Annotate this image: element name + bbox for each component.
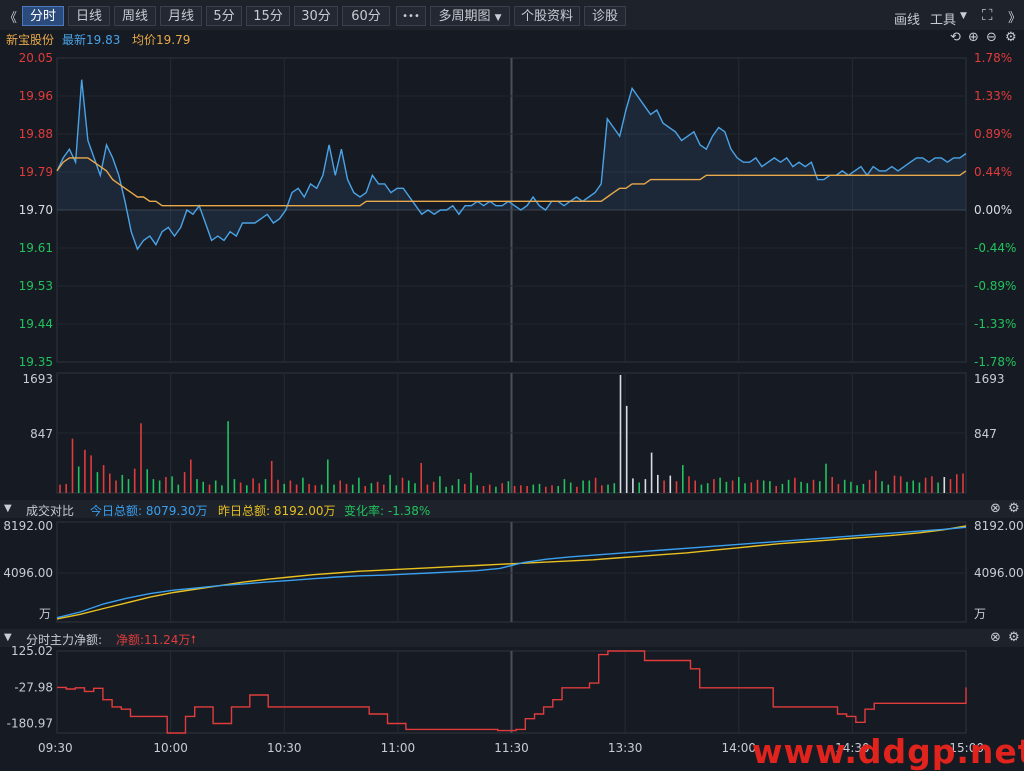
time-tick-label: 09:30 — [38, 741, 73, 755]
collapse-triangle-icon[interactable]: ▼ — [4, 503, 12, 514]
gear-icon[interactable]: ⚙ — [1008, 630, 1020, 645]
expand-icon[interactable]: 》 — [1008, 11, 1022, 26]
time-tick-label: 14:00 — [721, 741, 756, 755]
compare-tick-label: 8192.00 — [974, 519, 1024, 533]
tab-30min[interactable]: 30分 — [294, 6, 338, 26]
close-icon[interactable]: ⊗ — [990, 630, 1001, 645]
gear-icon[interactable]: ⚙ — [1005, 30, 1017, 45]
time-tick-label: 10:30 — [267, 741, 302, 755]
reset-icon[interactable]: ⟲ — [950, 30, 961, 45]
stock-name: 新宝股份 — [6, 33, 55, 47]
collapse-icon[interactable]: 《 — [4, 11, 18, 26]
price-line-area — [57, 79, 966, 250]
tab-daily[interactable]: 日线 — [68, 6, 110, 26]
today-total: 今日总额: 8079.30万 — [90, 504, 208, 518]
compare-tick-label: 4096.00 — [3, 566, 53, 580]
time-tick-label: 14:30 — [835, 741, 870, 755]
zoom-out-icon[interactable]: ⊖ — [986, 30, 997, 45]
time-tick-label: 13:30 — [608, 741, 643, 755]
tab-15min[interactable]: 15分 — [246, 6, 290, 26]
multi-period-label: 多周期图 — [438, 9, 491, 24]
pct-tick-label: -0.44% — [974, 241, 1016, 255]
compare-tick-label: 8192.00 — [3, 519, 53, 533]
price-tick-label: 19.70 — [19, 203, 53, 217]
price-tick-label: 19.61 — [19, 241, 53, 255]
latest-price: 最新19.83 — [62, 33, 121, 47]
watermark: www.ddgp.net — [752, 732, 1024, 771]
volume-compare-header: ▼ 成交对比 今日总额: 8079.30万 昨日总额: 8192.00万 变化率… — [0, 500, 1024, 518]
price-tick-label: 19.44 — [19, 317, 53, 331]
today-total-line — [56, 526, 967, 619]
pct-tick-label: 0.44% — [974, 165, 1012, 179]
tab-5min[interactable]: 5分 — [206, 6, 242, 26]
volume-tick-label: 1693 — [22, 372, 53, 386]
average-price: 均价19.79 — [132, 33, 191, 47]
diagnose-button[interactable]: 诊股 — [584, 6, 626, 26]
prev-total: 昨日总额: 8192.00万 — [218, 504, 336, 518]
time-tick-label: 11:30 — [494, 741, 529, 755]
tab-intraday[interactable]: 分时 — [22, 6, 64, 26]
pct-tick-label: 1.33% — [974, 89, 1012, 103]
price-tick-label: 19.96 — [19, 89, 53, 103]
more-button[interactable]: ••• — [396, 6, 426, 26]
price-tick-label: 19.79 — [19, 165, 53, 179]
price-tick-label: 20.05 — [19, 51, 53, 65]
tab-monthly[interactable]: 月线 — [160, 6, 202, 26]
net-flow-header: ▼ 分时主力净额: 净额:11.24万 🠕 ⊗ ⚙ — [0, 629, 1024, 647]
pct-tick-label: -0.89% — [974, 279, 1016, 293]
price-line — [56, 79, 967, 251]
volume-tick-label: 1693 — [974, 372, 1005, 386]
tools-button[interactable]: 工具 — [930, 13, 957, 28]
price-tick-label: 19.53 — [19, 279, 53, 293]
tools-caret-icon[interactable]: ▼ — [960, 11, 967, 21]
pct-tick-label: 0.00% — [974, 203, 1012, 217]
caret-down-icon: ▼ — [494, 13, 502, 23]
fullscreen-icon[interactable]: ⛶ — [982, 6, 993, 24]
compare-title: 成交对比 — [26, 504, 75, 518]
tab-weekly[interactable]: 周线 — [114, 6, 156, 26]
compare-unit-label: 万 — [974, 607, 986, 621]
collapse-triangle-icon[interactable]: ▼ — [4, 632, 12, 643]
pct-tick-label: -1.78% — [974, 355, 1016, 369]
pct-tick-label: -1.33% — [974, 317, 1016, 331]
zoom-in-icon[interactable]: ⊕ — [968, 30, 979, 45]
avg-price-line — [56, 157, 967, 207]
net-flow-line — [57, 650, 967, 734]
time-tick-label: 10:00 — [153, 741, 188, 755]
net-tick-label: 125.02 — [11, 644, 53, 658]
pct-tick-label: 1.78% — [974, 51, 1012, 65]
compare-unit-label: 万 — [39, 607, 51, 621]
gear-icon[interactable]: ⚙ — [1008, 501, 1020, 516]
net-tick-label: -27.98 — [14, 680, 53, 694]
draw-line-button[interactable]: 画线 — [894, 13, 921, 28]
price-tick-label: 19.88 — [19, 127, 53, 141]
compare-tick-label: 4096.00 — [974, 566, 1024, 580]
toolbar: 《 分时 日线 周线 月线 5分 15分 30分 60分 ••• 多周期图 ▼ … — [0, 0, 1024, 30]
close-icon[interactable]: ⊗ — [990, 501, 1001, 516]
pct-tick-label: 0.89% — [974, 127, 1012, 141]
quote-info: 新宝股份 最新19.83 均价19.79 ⟲ ⊕ ⊖ ⚙ — [0, 30, 1024, 48]
multi-period-button[interactable]: 多周期图 ▼ — [430, 6, 510, 26]
net-flow-title: 分时主力净额: — [26, 633, 103, 647]
net-amount: 净额:11.24万 — [116, 633, 191, 647]
stock-info-button[interactable]: 个股资料 — [514, 6, 580, 26]
net-tick-label: -180.97 — [7, 717, 53, 731]
time-tick-label: 15:00 — [949, 741, 984, 755]
price-tick-label: 19.35 — [19, 355, 53, 369]
change-rate: 变化率: -1.38% — [344, 504, 431, 518]
volume-tick-label: 847 — [30, 427, 53, 441]
arrow-up-icon: 🠕 — [191, 633, 196, 646]
time-tick-label: 11:00 — [381, 741, 416, 755]
tab-60min[interactable]: 60分 — [342, 6, 390, 26]
volume-tick-label: 847 — [974, 427, 997, 441]
